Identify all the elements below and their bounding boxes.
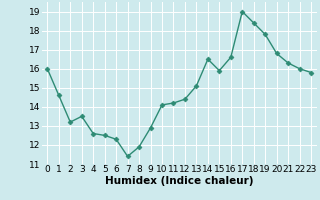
X-axis label: Humidex (Indice chaleur): Humidex (Indice chaleur): [105, 176, 253, 186]
